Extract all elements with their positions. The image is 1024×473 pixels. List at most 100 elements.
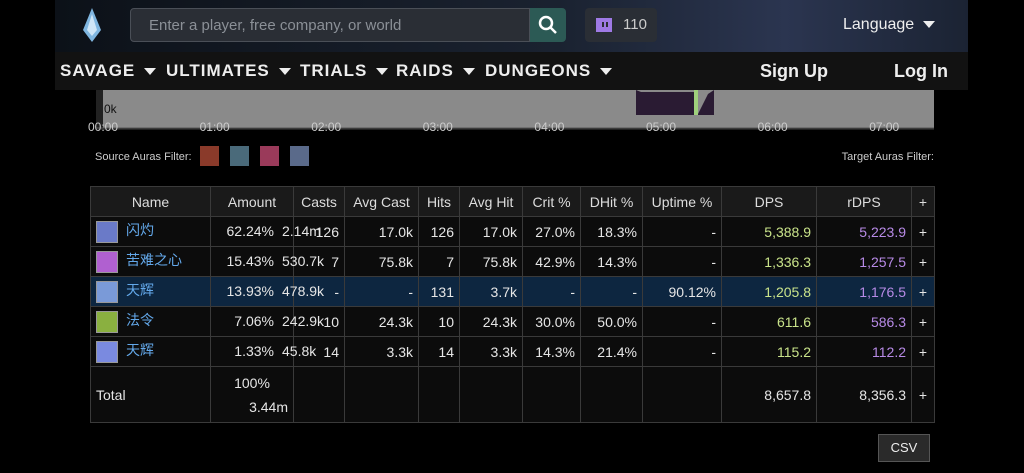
column-header[interactable]: + [911,186,935,217]
stat-cell: 1,336.3 [721,246,817,277]
ability-name[interactable]: 法令 [126,312,154,329]
logo[interactable] [82,8,102,42]
name-cell: 天辉 [90,336,211,367]
stat-cell: - [344,276,419,307]
header-row: Name Amount Casts Avg Cast Hits Avg Hit Crit %… [90,186,935,217]
amount-percent: 1.33% [234,343,274,359]
expand-button[interactable]: + [911,306,935,337]
total-row: Total 100% 3.44m 8,657.8 8,356.3 + [90,366,935,423]
stat-cell: 126 [293,216,345,247]
stat-cell: 75.8k [459,246,523,277]
column-header: Casts [293,186,345,217]
name-cell: 天辉 [90,276,211,307]
total-amount: 100% 3.44m [210,366,294,423]
stat-cell: 17.0k [344,216,419,247]
stat-cell: - [642,246,722,277]
amount-cell: 13.93% 478.9k [210,276,324,307]
stat-cell: 126 [418,216,460,247]
amount-total: 242.9k [282,313,325,329]
ability-row: 闪灼 62.24% 2.14m 126 17.0k 126 17.0k 27.0% 18.3% -… [90,216,935,247]
nav-item[interactable]: ULTIMATES [166,52,291,90]
column-header: Avg Cast [344,186,419,217]
stat-cell: 611.6 [721,306,817,337]
expand-button[interactable]: + [911,336,935,367]
timeline-x-label: 00:00 [88,120,119,134]
csv-button[interactable]: CSV [878,434,930,462]
empty-cell [580,366,643,423]
amount-percent: 15.43% [226,253,274,269]
ability-name[interactable]: 苦难之心 [126,252,182,269]
amount-cell: 7.06% 242.9k [210,306,324,337]
stat-cell: 50.0% [580,306,643,337]
expand-button[interactable]: + [911,216,935,247]
twitch-count: 110 [623,16,647,33]
stat-cell: 5,223.9 [816,216,912,247]
log-in-link[interactable]: Log In [894,61,948,81]
timeline-x-label: 04:00 [534,120,565,134]
nav-item[interactable]: RAIDS [396,52,475,90]
empty-cell [522,366,581,423]
stat-cell: - [642,306,722,337]
ability-icon [96,280,118,303]
stat-cell: 24.3k [459,306,523,337]
expand-button[interactable]: + [911,246,935,277]
expand-button[interactable]: + [911,276,935,307]
timeline-y-label: 0k [104,102,117,116]
column-header: rDPS [816,186,912,217]
column-header: Crit % [522,186,581,217]
column-header: Name [90,186,211,217]
ability-row: 天辉 13.93% 478.9k - -131 3.7k - -90.12% 1,205.8 1,… [90,276,935,307]
empty-cell [418,366,460,423]
nav-item[interactable]: SAVAGE [60,52,156,90]
stat-cell: 14 [418,336,460,367]
language-label: Language [843,16,915,33]
nav-item[interactable]: TRIALS [300,52,388,90]
nav-bar: SAVAGE ULTIMATES TRIALS RAIDS DUNGEONS Sign U… [55,52,968,90]
ability-row: 苦难之心 15.43% 530.7k 7 75.8k 7 75.8k 42.9% 14.3% -1… [90,246,935,277]
stat-cell: 27.0% [522,216,581,247]
total-rdps: 8,356.3 [816,366,912,423]
ability-name[interactable]: 天辉 [126,282,154,299]
stat-cell: 24.3k [344,306,419,337]
stat-cell: 42.9% [522,246,581,277]
ability-name[interactable]: 闪灼 [126,222,154,239]
stat-cell: 5,388.9 [721,216,817,247]
column-header: DHit % [580,186,643,217]
ability-name[interactable]: 天辉 [126,342,154,359]
empty-cell [344,366,419,423]
top-bar: Enter a player, free company, or world 1… [55,0,968,52]
column-header: Avg Hit [459,186,523,217]
target-filter-label: Target Auras Filter: [841,151,934,163]
amount-total: 2.14m [282,223,321,239]
total-value: 3.44m [249,398,288,415]
search-button[interactable] [530,8,566,42]
timeline-x-label: 03:00 [422,120,453,134]
source-filter-label: Source Auras Filter: [95,151,192,163]
stat-cell: - [642,216,722,247]
column-header: DPS [721,186,817,217]
amount-cell: 62.24% 2.14m [210,216,321,247]
expand-button[interactable]: + [911,366,935,423]
total-percent: 100% [234,374,270,391]
ability-icon [96,250,118,273]
search-input[interactable]: Enter a player, free company, or world [130,8,530,42]
name-cell: 法令 [90,306,211,337]
amount-total: 478.9k [282,283,325,299]
nav-item[interactable]: DUNGEONS [485,52,612,90]
stat-cell: 7 [293,246,345,277]
stat-cell: 1,257.5 [816,246,912,277]
stat-cell: 14.3% [522,336,581,367]
language-menu[interactable]: Language [843,0,935,50]
stat-cell: 17.0k [459,216,523,247]
stat-cell: 3.3k [344,336,419,367]
amount-total: 530.7k [282,253,325,269]
stat-cell: 1,176.5 [816,276,912,307]
empty-cell [293,366,345,423]
stat-cell: - [580,276,643,307]
twitch-button[interactable]: 110 [585,8,657,42]
timeline-x-label: 02:00 [311,120,342,134]
sign-up-link[interactable]: Sign Up [760,61,828,81]
amount-percent: 13.93% [226,283,274,299]
aura-icons[interactable] [200,146,310,168]
